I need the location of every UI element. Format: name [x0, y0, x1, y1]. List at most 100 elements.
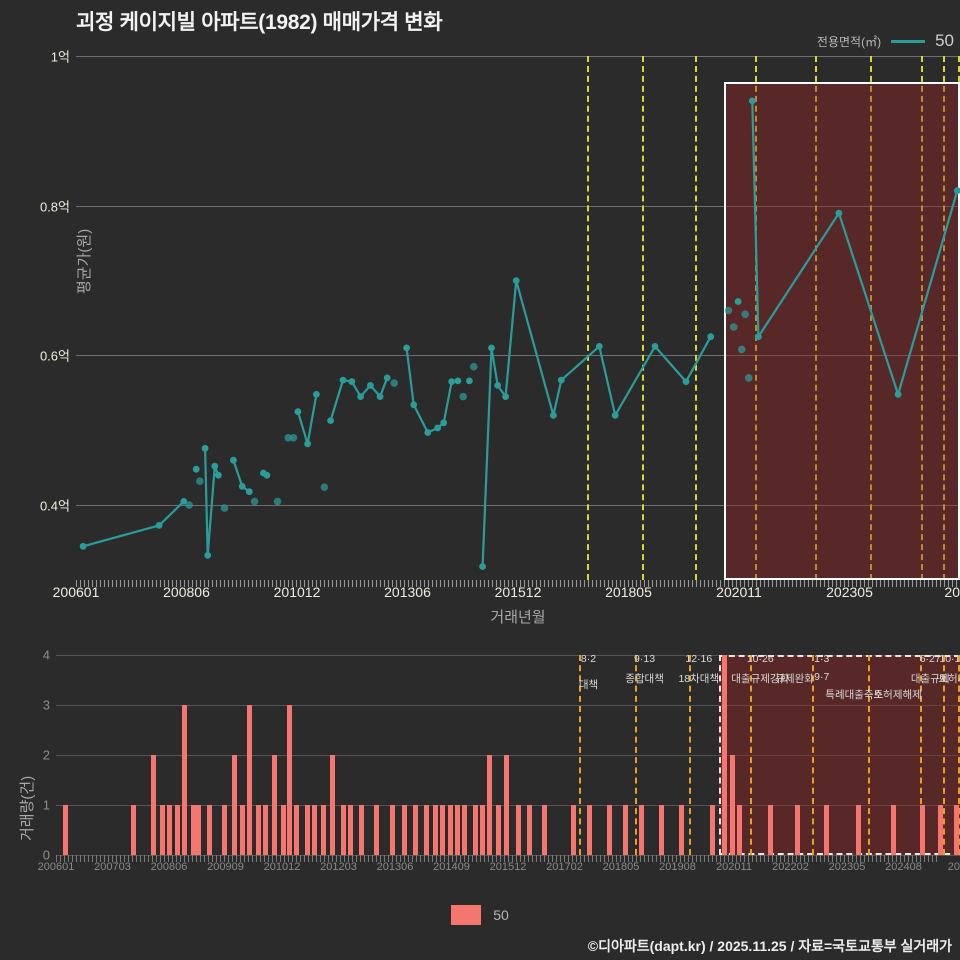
series-point[interactable] [196, 477, 204, 486]
series-point[interactable] [470, 362, 478, 371]
series-point[interactable] [180, 498, 188, 505]
series-point[interactable] [410, 401, 418, 409]
bar[interactable] [890, 805, 896, 855]
series-point[interactable] [953, 187, 960, 195]
bar[interactable] [348, 805, 354, 855]
bar[interactable] [606, 805, 612, 855]
series-point[interactable] [512, 277, 520, 284]
bar[interactable] [62, 805, 68, 855]
bar[interactable] [487, 755, 493, 855]
series-point[interactable] [273, 497, 282, 506]
series-point[interactable] [466, 377, 473, 385]
bar[interactable] [722, 655, 728, 855]
series-point[interactable] [263, 471, 271, 479]
bar[interactable] [281, 805, 287, 855]
series-point[interactable] [448, 378, 456, 385]
bar[interactable] [516, 805, 522, 855]
bar[interactable] [447, 805, 453, 855]
bar[interactable] [373, 805, 379, 855]
series-point[interactable] [211, 462, 219, 470]
bar[interactable] [304, 805, 310, 855]
series-point[interactable] [748, 97, 756, 105]
series-point[interactable] [459, 392, 468, 401]
bar[interactable] [424, 805, 430, 855]
bar[interactable] [919, 805, 925, 855]
bar[interactable] [359, 805, 365, 855]
bar[interactable] [440, 805, 446, 855]
series-point[interactable] [327, 417, 334, 424]
series-point[interactable] [284, 434, 292, 442]
series-point[interactable] [651, 343, 659, 350]
bar[interactable] [246, 705, 252, 855]
series-point[interactable] [682, 378, 690, 385]
series-point[interactable] [155, 522, 163, 529]
series-point[interactable] [214, 471, 222, 479]
bar[interactable] [937, 805, 943, 855]
bar[interactable] [623, 805, 629, 855]
series-point[interactable] [245, 488, 253, 496]
series-point[interactable] [403, 344, 410, 352]
bar[interactable] [232, 755, 238, 855]
series-point[interactable] [737, 345, 746, 354]
bar[interactable] [527, 805, 533, 855]
bar[interactable] [239, 805, 245, 855]
series-point[interactable] [494, 382, 502, 389]
series-point[interactable] [550, 411, 557, 419]
series-point[interactable] [348, 378, 356, 385]
series-point[interactable] [320, 483, 329, 492]
series-point[interactable] [383, 374, 391, 382]
series-point[interactable] [390, 379, 399, 387]
bar[interactable] [472, 805, 478, 855]
bar[interactable] [293, 805, 299, 855]
series-point[interactable] [289, 434, 298, 442]
bar[interactable] [503, 755, 509, 855]
series-point[interactable] [502, 393, 509, 400]
series-point[interactable] [595, 343, 603, 350]
bar[interactable] [263, 805, 269, 855]
bar[interactable] [330, 755, 336, 855]
bar[interactable] [389, 805, 395, 855]
bar[interactable] [131, 805, 137, 855]
series-point[interactable] [357, 393, 364, 400]
bar[interactable] [167, 805, 173, 855]
bar[interactable] [190, 805, 196, 855]
bar[interactable] [586, 805, 592, 855]
series-point[interactable] [201, 444, 209, 452]
bar[interactable] [709, 805, 715, 855]
series-point[interactable] [250, 497, 259, 506]
bar[interactable] [953, 805, 959, 855]
series-point[interactable] [894, 391, 902, 398]
bar[interactable] [496, 805, 502, 855]
series-point[interactable] [734, 298, 742, 305]
bar[interactable] [823, 805, 829, 855]
series-point[interactable] [230, 456, 237, 464]
series-point[interactable] [557, 376, 565, 384]
bar[interactable] [736, 805, 742, 855]
bar[interactable] [151, 755, 157, 855]
series-point[interactable] [424, 429, 432, 436]
bar[interactable] [413, 805, 419, 855]
series-point[interactable] [479, 563, 486, 570]
series-point[interactable] [741, 310, 749, 319]
price-chart[interactable]: 평균가(원) 1억 0.8억 0.6억 0.4억 200601 200806 201012… [40, 50, 960, 626]
bar[interactable] [767, 805, 773, 855]
bar[interactable] [639, 805, 645, 855]
series-point[interactable] [744, 374, 753, 382]
bar[interactable] [255, 805, 261, 855]
series-point[interactable] [724, 306, 733, 315]
bar[interactable] [181, 705, 187, 855]
bar[interactable] [856, 805, 862, 855]
series-point[interactable] [440, 419, 448, 427]
bar[interactable] [570, 805, 576, 855]
series-point[interactable] [79, 542, 87, 550]
bar[interactable] [272, 755, 278, 855]
bar[interactable] [196, 805, 202, 855]
series-point[interactable] [367, 382, 374, 389]
bar[interactable] [207, 805, 213, 855]
series-point[interactable] [339, 376, 347, 384]
bar[interactable] [160, 805, 166, 855]
volume-chart[interactable]: 거래량(건) 0 1 2 3 4 8·2 대책 9·13 종합대책 12·16 18차대책 10·2… [19, 648, 960, 873]
bar[interactable] [286, 705, 292, 855]
series-point[interactable] [835, 209, 843, 217]
bar[interactable] [454, 805, 460, 855]
